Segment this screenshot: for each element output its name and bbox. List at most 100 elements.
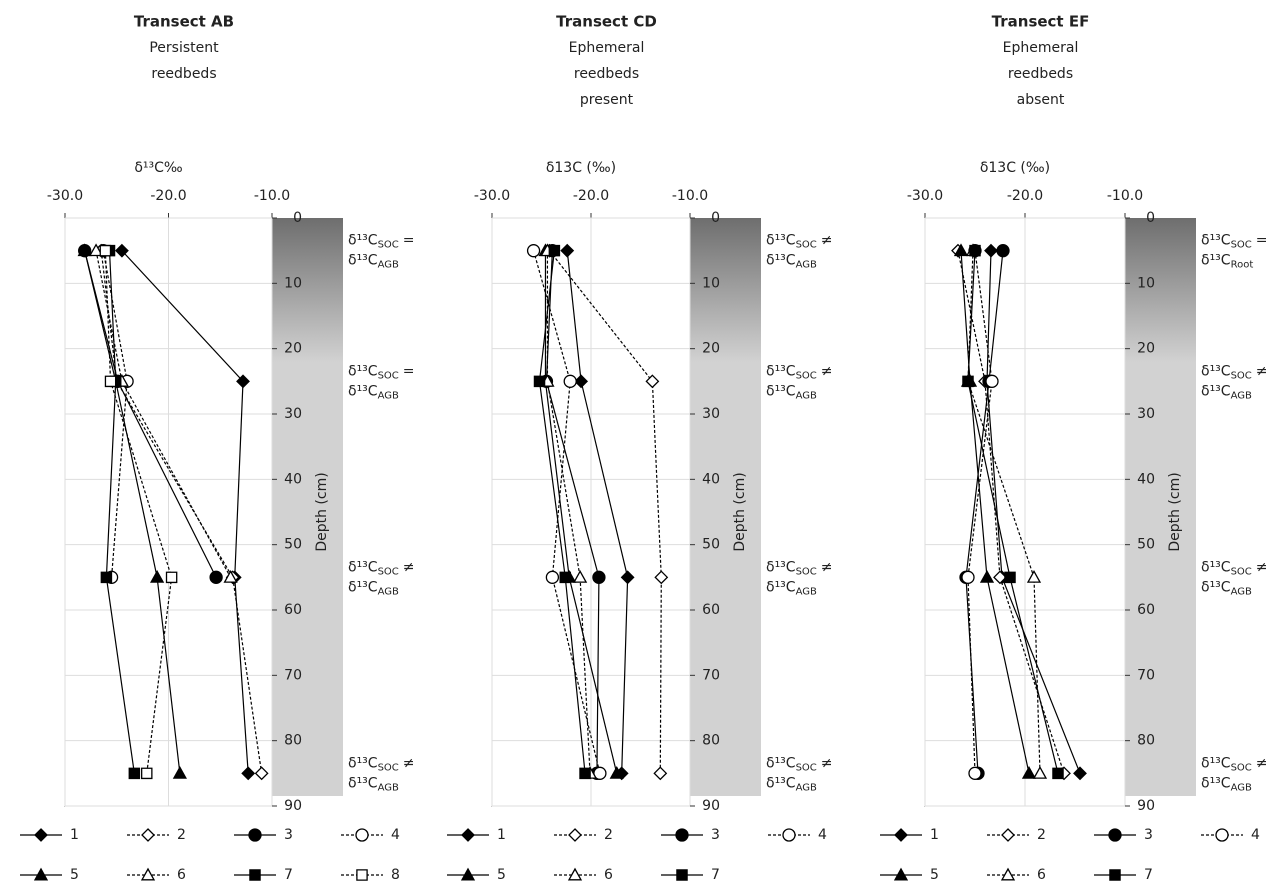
- annotation-symbol: δ¹³C: [1201, 559, 1231, 575]
- marker: [675, 828, 689, 842]
- annotation: δ¹³CAGB: [766, 775, 817, 793]
- marker: [1109, 869, 1121, 881]
- annotation-symbol: δ¹³C: [348, 383, 378, 399]
- annotation-relation: ≠: [821, 755, 833, 771]
- y-tick-label: 80: [702, 733, 720, 749]
- series-line: [967, 250, 1041, 774]
- annotation: δ¹³CSOC ≠: [766, 755, 833, 773]
- marker: [526, 244, 541, 258]
- series-line: [104, 250, 173, 774]
- marker: [620, 570, 635, 585]
- annotation-symbol: δ¹³C: [766, 579, 796, 595]
- x-axis-title: δ13C (‰): [980, 160, 1050, 176]
- annotation: δ¹³CAGB: [1201, 579, 1252, 597]
- marker: [223, 569, 238, 583]
- subtitle: reedbeds: [574, 66, 639, 82]
- annotation-symbol: δ¹³C: [766, 253, 796, 269]
- annotation: δ¹³CSOC ≠: [348, 559, 415, 577]
- legend-label: 5: [497, 867, 506, 883]
- legend-label: 7: [1144, 867, 1153, 883]
- annotation-subscript: SOC: [796, 762, 817, 773]
- x-axis-title: δ13C (‰): [546, 160, 616, 176]
- marker: [1004, 571, 1016, 584]
- annotation-subscript: AGB: [1231, 390, 1252, 401]
- y-tick-label: 50: [284, 537, 302, 553]
- marker: [1000, 867, 1016, 881]
- marker: [996, 244, 1010, 258]
- annotation-symbol: δ¹³C: [348, 579, 378, 595]
- marker: [969, 244, 981, 257]
- annotation-symbol: δ¹³C: [1201, 233, 1231, 249]
- annotation: δ¹³CSOC =: [348, 233, 415, 251]
- annotation-subscript: AGB: [796, 390, 817, 401]
- y-tick-label: 50: [1137, 537, 1155, 553]
- annotation-subscript: AGB: [796, 260, 817, 271]
- annotation-symbol: δ¹³C: [1201, 363, 1231, 379]
- y-tick-label: 30: [702, 406, 720, 422]
- y-tick-label: 0: [1146, 210, 1155, 226]
- annotation: δ¹³CSOC ≠: [1201, 755, 1268, 773]
- annotation: δ¹³CAGB: [348, 775, 399, 793]
- marker: [560, 243, 575, 258]
- subtitle: Ephemeral: [569, 40, 645, 56]
- annotation-subscript: SOC: [378, 370, 399, 381]
- annotation-relation: ≠: [403, 559, 415, 575]
- legend-label: 6: [1037, 867, 1046, 883]
- chart-title: Transect CD: [556, 13, 657, 31]
- annotation: δ¹³CAGB: [348, 253, 399, 271]
- marker: [573, 569, 588, 583]
- annotation: δ¹³CSOC =: [1201, 233, 1268, 251]
- chart-title: Transect EF: [992, 13, 1090, 31]
- annotation-subscript: SOC: [796, 566, 817, 577]
- y-tick-label: 70: [1137, 667, 1155, 683]
- marker: [592, 570, 606, 584]
- y-tick-label: 10: [702, 275, 720, 291]
- marker: [1001, 828, 1015, 842]
- y-tick-label: 40: [702, 471, 720, 487]
- x-tick-label: -30.0: [474, 188, 510, 204]
- y-tick-label: 90: [702, 798, 720, 814]
- annotation-subscript: SOC: [796, 370, 817, 381]
- annotation-symbol: δ¹³C: [348, 755, 378, 771]
- y-tick-label: 40: [284, 471, 302, 487]
- y-tick-label: 30: [284, 406, 302, 422]
- series-line: [548, 250, 662, 774]
- annotation: δ¹³CAGB: [1201, 775, 1252, 793]
- marker: [141, 767, 153, 780]
- annotation-symbol: δ¹³C: [348, 233, 378, 249]
- series-line: [84, 250, 181, 774]
- sediment-band: [690, 218, 761, 796]
- marker: [140, 867, 156, 881]
- series-line: [105, 250, 135, 774]
- legend-label: 2: [177, 827, 186, 843]
- marker: [33, 867, 49, 881]
- annotation-relation: ≠: [1256, 559, 1268, 575]
- y-tick-label: 10: [284, 275, 302, 291]
- marker: [150, 569, 165, 583]
- annotation-relation: =: [403, 363, 415, 379]
- annotation: δ¹³CSOC ≠: [766, 559, 833, 577]
- marker: [115, 243, 129, 258]
- annotation-symbol: δ¹³C: [1201, 253, 1231, 269]
- annotation-symbol: δ¹³C: [348, 363, 378, 379]
- marker: [34, 828, 48, 842]
- annotation-relation: =: [403, 233, 415, 249]
- subtitle: reedbeds: [151, 66, 216, 82]
- marker: [568, 828, 582, 842]
- marker: [962, 375, 974, 388]
- marker: [356, 869, 368, 881]
- annotation-relation: =: [1256, 233, 1268, 249]
- annotation-symbol: δ¹³C: [766, 559, 796, 575]
- marker: [236, 374, 250, 389]
- y-tick-label: 50: [702, 537, 720, 553]
- marker: [574, 374, 589, 389]
- marker: [979, 569, 995, 583]
- series-line: [544, 250, 618, 774]
- marker: [165, 571, 178, 584]
- series-line: [566, 250, 629, 774]
- series-line: [986, 250, 1081, 774]
- legend-label: 1: [70, 827, 79, 843]
- marker: [533, 375, 546, 388]
- subtitle: present: [580, 92, 634, 108]
